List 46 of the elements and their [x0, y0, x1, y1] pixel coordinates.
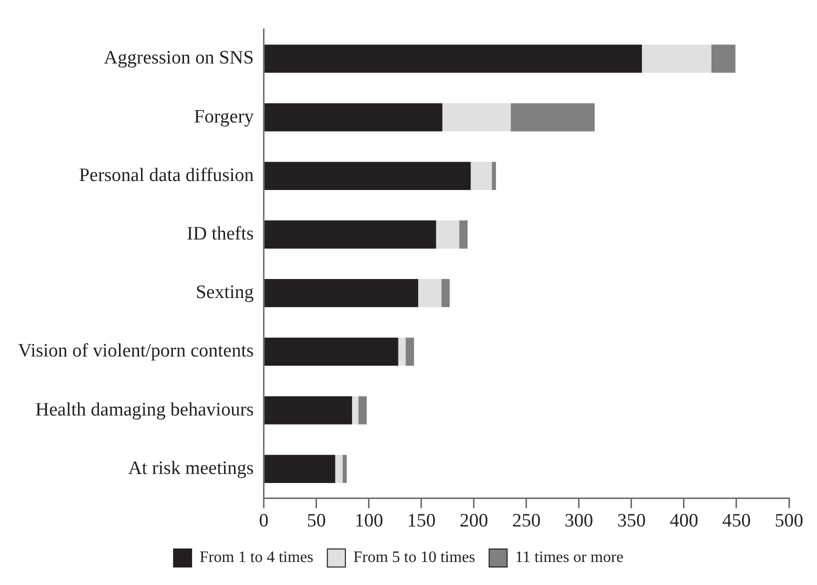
- bar: [711, 44, 736, 73]
- x-tick-label: 350: [617, 510, 646, 532]
- bar: [398, 338, 406, 366]
- legend-label: 11 times or more: [515, 549, 624, 566]
- x-tick-label: 0: [259, 510, 269, 532]
- y-tick-label: Forgery: [194, 106, 254, 128]
- x-tick-label: 300: [564, 510, 594, 532]
- x-tick-label: 100: [354, 510, 384, 532]
- bar: [470, 162, 492, 190]
- bar: [264, 454, 336, 483]
- bar: [492, 162, 496, 190]
- bar: [406, 338, 414, 366]
- bar: [264, 44, 642, 73]
- legend-label: From 5 to 10 times: [353, 549, 476, 566]
- bar: [642, 44, 712, 73]
- bar: [264, 220, 436, 249]
- bar: [335, 454, 343, 483]
- bar: [264, 338, 398, 366]
- y-tick-label: ID thefts: [186, 223, 254, 244]
- bar: [510, 103, 595, 132]
- x-tick-label: 150: [407, 510, 436, 532]
- y-tick-label: Vision of violent/porn contents: [18, 340, 254, 362]
- bar: [264, 279, 418, 308]
- bar: [264, 396, 352, 424]
- bar: [459, 220, 468, 249]
- x-tick-label: 400: [670, 510, 698, 532]
- bar: [418, 279, 442, 308]
- bar: [441, 279, 450, 308]
- bar: [342, 454, 347, 483]
- x-tick-label: 250: [512, 510, 541, 532]
- legend-label: From 1 to 4 times: [200, 549, 314, 566]
- y-tick-label: Health damaging behaviours: [35, 399, 254, 420]
- x-tick-label: 500: [774, 510, 804, 532]
- y-tick-label: At risk meetings: [128, 458, 254, 479]
- x-tick-label: 50: [306, 510, 326, 532]
- x-tick-label: 450: [722, 510, 751, 532]
- bar: [264, 103, 442, 132]
- y-tick-label: Aggression on SNS: [104, 48, 254, 69]
- bar: [264, 162, 471, 190]
- bar: [352, 396, 358, 424]
- bar: [358, 396, 367, 424]
- y-tick-label: Personal data diffusion: [78, 164, 254, 186]
- bar: [442, 103, 511, 132]
- y-tick-label: Sexting: [196, 282, 254, 304]
- x-tick-label: 200: [460, 510, 488, 532]
- bar: [436, 220, 460, 249]
